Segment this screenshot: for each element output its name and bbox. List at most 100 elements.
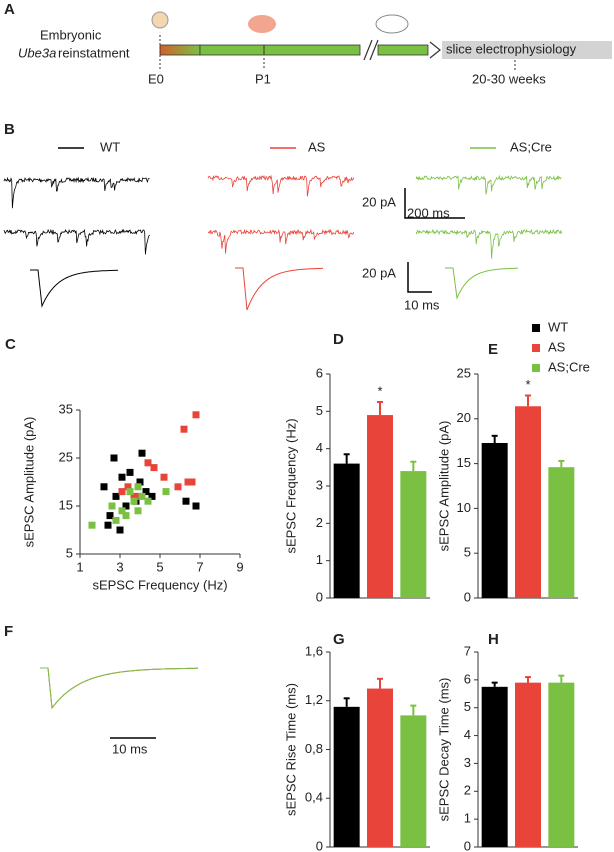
label: 10 ms: [404, 297, 440, 312]
y-axis-label: sEPSC Frequency (Hz): [283, 418, 298, 553]
y-tick-label: 3: [464, 755, 471, 770]
label: P1: [255, 71, 271, 86]
panel-letter: C: [5, 336, 16, 353]
point: [124, 483, 132, 491]
panel-letter: E: [488, 341, 498, 358]
point: [110, 454, 118, 462]
point: [182, 497, 190, 505]
label: slice electrophysiology: [446, 41, 577, 56]
point: [118, 488, 126, 496]
trace: [207, 174, 354, 197]
bar: [333, 706, 360, 847]
trace: [207, 228, 354, 254]
panel-letter: G: [333, 631, 345, 648]
point: [142, 488, 150, 496]
point: [160, 473, 168, 481]
point: [192, 502, 200, 510]
point: [100, 483, 108, 491]
legend-swatch: [532, 324, 540, 332]
icon: [151, 11, 169, 29]
x-tick-label: 3: [116, 559, 123, 574]
y-tick-label: 15: [457, 455, 471, 470]
point: [136, 478, 144, 486]
legend-label: AS: [548, 339, 566, 354]
point: [106, 512, 114, 520]
trace: [3, 228, 150, 255]
point: [122, 502, 130, 510]
bar: [400, 715, 427, 847]
x-tick-label: 1: [76, 559, 83, 574]
point: [112, 516, 120, 524]
significance: *: [525, 377, 530, 392]
panel-letter: A: [4, 1, 15, 18]
bar: [367, 415, 393, 598]
bar: [400, 471, 427, 598]
y-tick-label: 2: [316, 515, 323, 530]
label: WT: [100, 139, 120, 154]
y-axis-label: sEPSC Amplitude (pA): [21, 417, 36, 548]
y-tick-label: 4: [464, 727, 471, 742]
panel-letter: F: [4, 623, 13, 640]
point: [88, 521, 96, 529]
panel-letter: D: [333, 331, 344, 348]
arrow: [429, 41, 441, 59]
label: 200 ms: [407, 205, 450, 220]
icon: [248, 15, 276, 33]
label: Embryonic: [40, 27, 102, 42]
trace: [3, 176, 150, 209]
y-tick-label: 0: [316, 589, 323, 604]
y-axis-label: sEPSC Rise Time (ms): [283, 683, 298, 816]
average-trace: [30, 269, 118, 308]
legend-label: AS;Cre: [548, 359, 590, 374]
scale-bar: [404, 188, 465, 219]
y-tick-label: 0,4: [305, 790, 323, 805]
point: [188, 478, 196, 486]
point: [108, 502, 116, 510]
y-tick-label: 15: [59, 497, 73, 512]
point: [118, 507, 126, 515]
panel-letter: B: [4, 121, 15, 138]
y-tick-label: 3: [316, 477, 323, 492]
icon: [375, 14, 409, 34]
bar: [481, 686, 508, 847]
y-tick-label: 10: [457, 500, 471, 515]
point: [162, 488, 170, 496]
y-tick-label: 6: [464, 671, 471, 686]
y-tick-label: 4: [316, 440, 323, 455]
point: [130, 497, 138, 505]
bar: [333, 463, 360, 598]
point: [192, 411, 200, 419]
y-tick-label: 25: [59, 449, 73, 464]
bar: [515, 406, 541, 598]
y-tick-label: 1: [464, 811, 471, 826]
point: [104, 521, 112, 529]
timeline: [377, 44, 429, 56]
y-axis-label: sEPSC Decay Time (ms): [436, 678, 451, 822]
y-tick-label: 6: [316, 365, 323, 380]
point: [180, 425, 188, 433]
traces: [3, 174, 562, 710]
x-tick-label: 5: [156, 559, 163, 574]
label: 10 ms: [112, 741, 148, 756]
y-tick-label: 5: [464, 545, 471, 560]
x-tick-label: 7: [196, 559, 203, 574]
point: [134, 507, 142, 515]
label: 20 pA: [362, 194, 396, 209]
y-tick-label: 0: [316, 838, 323, 852]
point: [148, 492, 156, 500]
label: Ube3a: [18, 45, 56, 60]
point: [184, 478, 192, 486]
y-tick-label: 7: [464, 643, 471, 658]
average-trace: [445, 267, 518, 300]
label: AS;Cre: [510, 139, 552, 154]
timeline: [199, 44, 361, 56]
point: [174, 483, 182, 491]
box: [442, 41, 612, 59]
point: [134, 483, 142, 491]
point: [138, 492, 146, 500]
point: [126, 468, 134, 476]
point: [116, 526, 124, 534]
point: [134, 492, 142, 500]
legend-swatch: [532, 364, 540, 372]
